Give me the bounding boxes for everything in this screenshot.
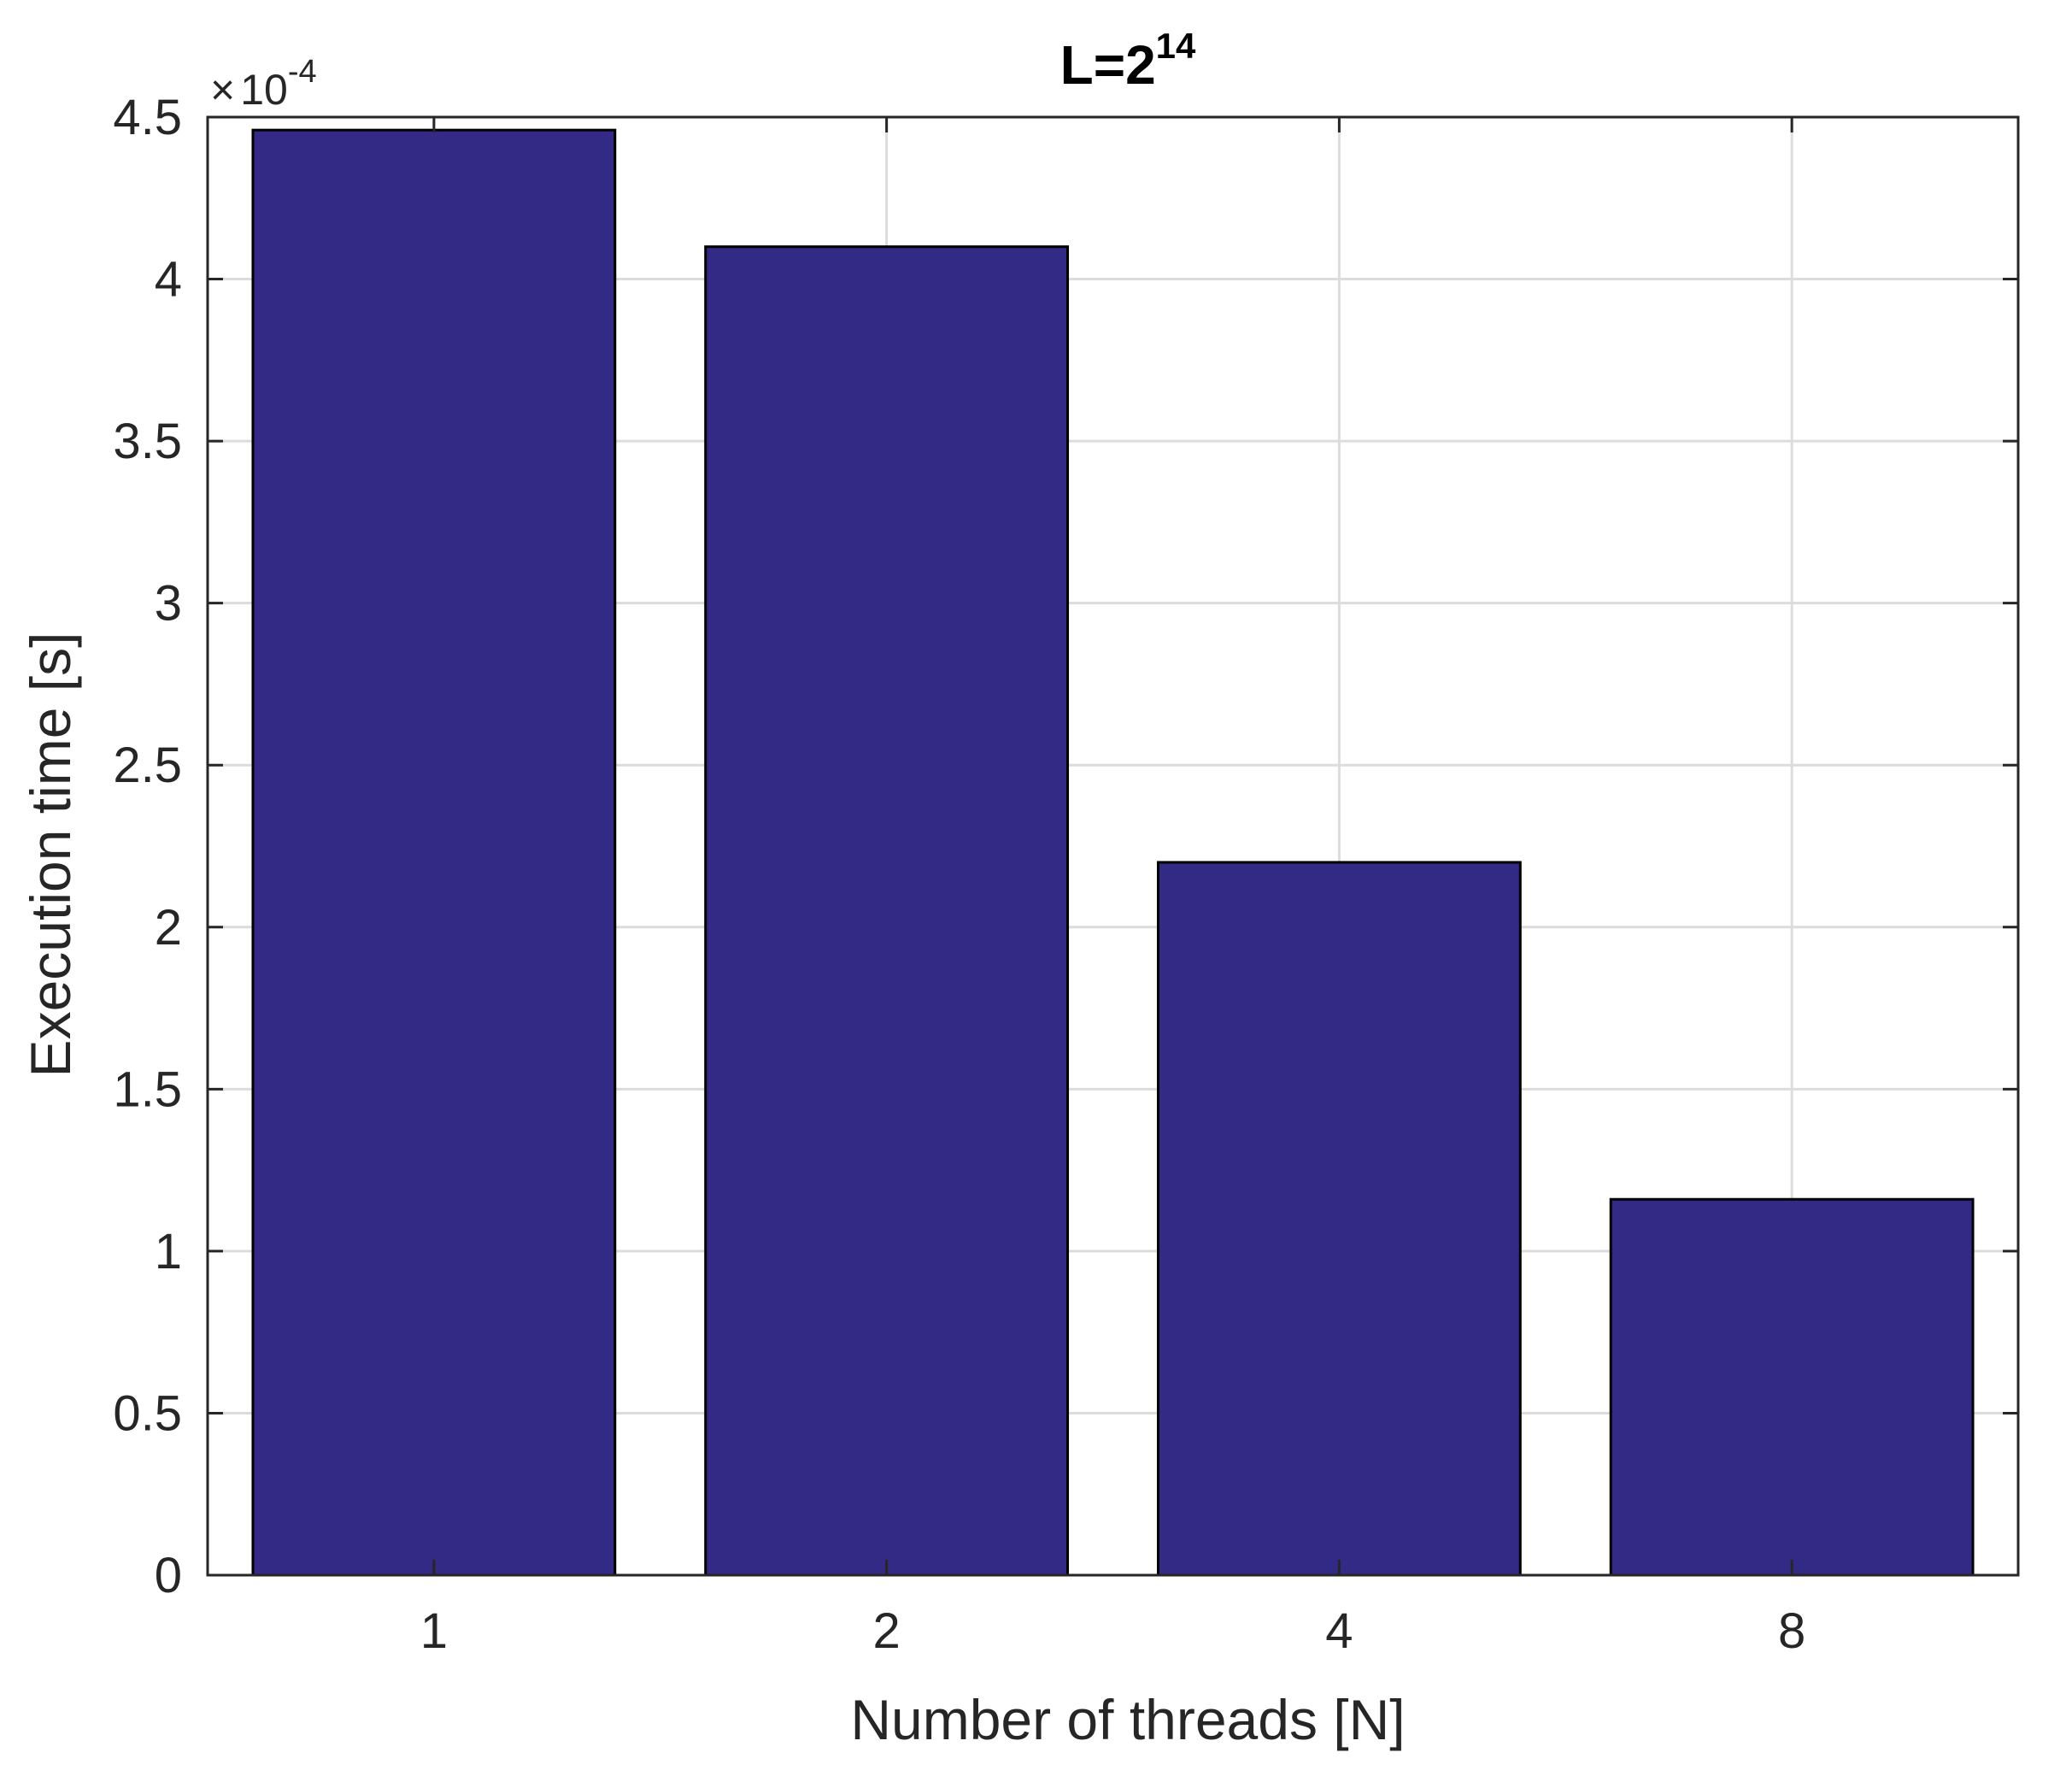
x-tick-label: 1 xyxy=(420,1603,448,1659)
y-tick-label: 4.5 xyxy=(113,90,182,145)
chart-title-base: L=2 xyxy=(1060,34,1156,96)
y-tick-label: 0.5 xyxy=(113,1385,182,1441)
bar-2 xyxy=(704,245,1070,1577)
labels-layer: 0 0.5 1 1.5 2 2.5 3 3.5 4 4.5 1 2 4 8 xyxy=(113,90,1805,1659)
y-axis-multiplier-exponent: -4 xyxy=(288,54,317,90)
x-axis-label: Number of threads [N] xyxy=(850,1688,1405,1751)
y-axis-multiplier-symbol: × xyxy=(210,66,235,114)
y-axis-multiplier-base: 10 xyxy=(240,66,288,114)
chart-title-exponent: 14 xyxy=(1156,26,1196,66)
x-tick-label: 4 xyxy=(1325,1603,1353,1659)
y-tick-label: 4 xyxy=(155,252,182,308)
x-tick-label: 8 xyxy=(1778,1603,1805,1659)
y-tick-label: 2.5 xyxy=(113,738,182,793)
y-axis-label: Execution time [s] xyxy=(19,632,82,1078)
bar-1 xyxy=(251,128,617,1577)
y-tick-label: 1 xyxy=(155,1224,182,1279)
bar-8 xyxy=(1609,1197,1975,1577)
y-tick-label: 3 xyxy=(155,576,182,632)
axes-box xyxy=(206,115,2020,1577)
chart-title: L=214 xyxy=(1060,26,1196,96)
bars-layer xyxy=(251,128,1975,1577)
bar-4 xyxy=(1156,861,1522,1577)
y-tick-label: 2 xyxy=(155,900,182,956)
y-tick-label: 1.5 xyxy=(113,1061,182,1117)
y-tick-label: 3.5 xyxy=(113,414,182,469)
y-tick-label: 0 xyxy=(155,1548,182,1603)
x-tick-label: 2 xyxy=(872,1603,900,1659)
y-axis-multiplier: × 10-4 xyxy=(210,54,317,114)
axes-layer xyxy=(206,115,2020,1577)
